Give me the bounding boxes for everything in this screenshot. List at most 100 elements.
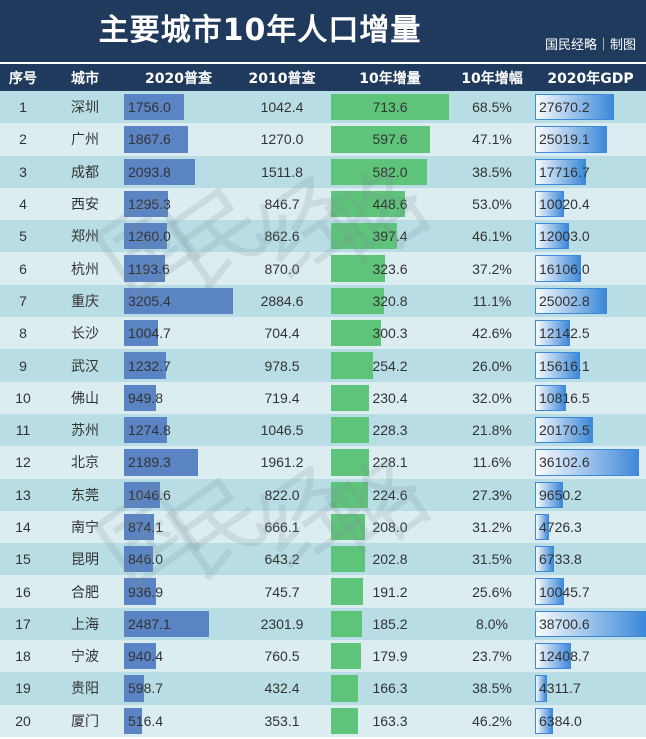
bar-pop2020: [124, 546, 153, 573]
table-row: 16 合肥 936.9 745.7 191.2 25.6% 10045.7: [0, 575, 646, 608]
cell-text-pop2010: 760.5: [264, 648, 300, 665]
cell-text-gdp: 12408.7: [539, 648, 590, 665]
cell-growth: 11.6%: [450, 446, 534, 478]
cell-growth: 38.5%: [450, 156, 534, 188]
bar-pop2020: [124, 384, 157, 411]
cell-text-growth: 53.0%: [472, 196, 512, 213]
cell-growth: 23.7%: [450, 640, 534, 672]
cell-text-pop2020: 598.7: [128, 680, 164, 697]
bar-increase: [331, 643, 361, 670]
cell-pop2010: 870.0: [234, 252, 330, 284]
cell-text-gdp: 27670.2: [539, 99, 590, 116]
cell-pop2020: 940.4: [124, 640, 233, 672]
cell-city: 昆明: [47, 543, 123, 575]
cell-text-pop2010: 978.5: [264, 357, 300, 374]
cell-city: 重庆: [47, 285, 123, 317]
bar-pop2020: [124, 643, 156, 670]
bar-pop2020: [124, 610, 209, 638]
cell-text-rank: 13: [15, 486, 31, 503]
cell-growth: 38.5%: [450, 672, 534, 704]
cell-increase: 448.6: [331, 188, 449, 220]
bar-gdp: [535, 578, 564, 605]
cell-rank: 4: [0, 188, 46, 220]
column-header: 10年增幅: [461, 70, 523, 87]
cell-text-pop2020: 3205.4: [128, 292, 171, 309]
cell-pop2010: 846.7: [234, 188, 330, 220]
cell-text-increase: 597.6: [372, 131, 408, 148]
bar-pop2020: [124, 287, 233, 315]
cell-rank: 15: [0, 543, 46, 575]
cell-rank: 9: [0, 349, 46, 381]
cell-text-gdp: 6384.0: [539, 712, 582, 729]
cell-text-pop2020: 1260.0: [128, 228, 171, 245]
cell-text-growth: 47.1%: [472, 131, 512, 148]
cell-text-gdp: 10816.5: [539, 389, 590, 406]
cell-gdp: 12142.5: [535, 317, 646, 349]
cell-pop2010: 2884.6: [234, 285, 330, 317]
cell-city: 深圳: [47, 91, 123, 123]
cell-text-increase: 230.4: [372, 389, 408, 406]
cell-text-city: 贵阳: [71, 680, 99, 697]
bar-pop2020: [124, 223, 167, 250]
cell-text-pop2020: 1756.0: [128, 99, 171, 116]
cell-text-city: 厦门: [71, 712, 99, 729]
cell-text-pop2020: 1274.8: [128, 422, 171, 439]
cell-text-increase: 254.2: [372, 357, 408, 374]
cell-text-pop2020: 949.8: [128, 389, 164, 406]
cell-increase: 582.0: [331, 156, 449, 188]
table-row: 14 南宁 874.1 666.1 208.0 31.2% 4726.3: [0, 510, 646, 544]
cell-gdp: 17716.7: [535, 156, 646, 188]
cell-text-pop2020: 516.4: [128, 712, 164, 729]
cell-increase: 224.6: [331, 479, 449, 511]
bar-pop2020: [124, 190, 169, 218]
cell-increase: 323.6: [331, 252, 449, 284]
cell-text-city: 上海: [71, 615, 99, 632]
bar-increase: [331, 481, 369, 508]
cell-text-pop2010: 704.4: [264, 325, 300, 342]
cell-pop2010: 643.2: [234, 543, 330, 575]
table-row: 7 重庆 3205.4 2884.6 320.8 11.1% 25002.8: [0, 284, 646, 318]
bar-gdp: [535, 416, 593, 444]
cell-pop2020: 1232.7: [124, 349, 233, 381]
bar-increase: [331, 190, 406, 218]
cell-text-city: 合肥: [71, 583, 99, 600]
cell-text-rank: 11: [15, 422, 31, 439]
cell-rank: 11: [0, 414, 46, 446]
bar-pop2020: [124, 707, 142, 734]
bar-increase: [331, 223, 397, 250]
cell-gdp: 10020.4: [535, 188, 646, 220]
cell-growth: 68.5%: [450, 91, 534, 123]
cell-rank: 17: [0, 608, 46, 640]
bar-gdp: [535, 320, 570, 347]
bar-pop2020: [124, 126, 188, 153]
cell-pop2020: 1046.6: [124, 479, 233, 511]
cell-pop2010: 862.6: [234, 220, 330, 252]
cell-text-increase: 320.8: [372, 292, 408, 309]
cell-text-pop2010: 643.2: [264, 551, 300, 568]
cell-text-gdp: 12003.0: [539, 228, 590, 245]
cell-rank: 2: [0, 123, 46, 155]
bar-gdp: [535, 94, 615, 121]
cell-pop2010: 704.4: [234, 317, 330, 349]
cell-pop2020: 1193.6: [124, 252, 233, 284]
cell-text-growth: 46.1%: [472, 228, 512, 245]
column-header: 城市: [71, 70, 99, 87]
bar-pop2020: [124, 352, 166, 379]
cell-text-gdp: 36102.6: [539, 454, 590, 471]
cell-text-pop2010: 1511.8: [261, 163, 303, 180]
cell-text-pop2010: 870.0: [264, 260, 300, 277]
cell-text-growth: 25.6%: [472, 583, 512, 600]
cell-growth: 21.8%: [450, 414, 534, 446]
cell-text-rank: 20: [15, 712, 31, 729]
cell-city: 西安: [47, 188, 123, 220]
cell-text-city: 深圳: [71, 99, 99, 116]
cell-pop2010: 666.1: [234, 511, 330, 543]
cell-text-pop2020: 936.9: [128, 583, 164, 600]
bar-pop2020: [124, 675, 145, 702]
cell-increase: 179.9: [331, 640, 449, 672]
cell-gdp: 12003.0: [535, 220, 646, 252]
cell-text-pop2020: 1867.6: [128, 131, 171, 148]
cell-text-increase: 224.6: [372, 486, 408, 503]
cell-city: 长沙: [47, 317, 123, 349]
